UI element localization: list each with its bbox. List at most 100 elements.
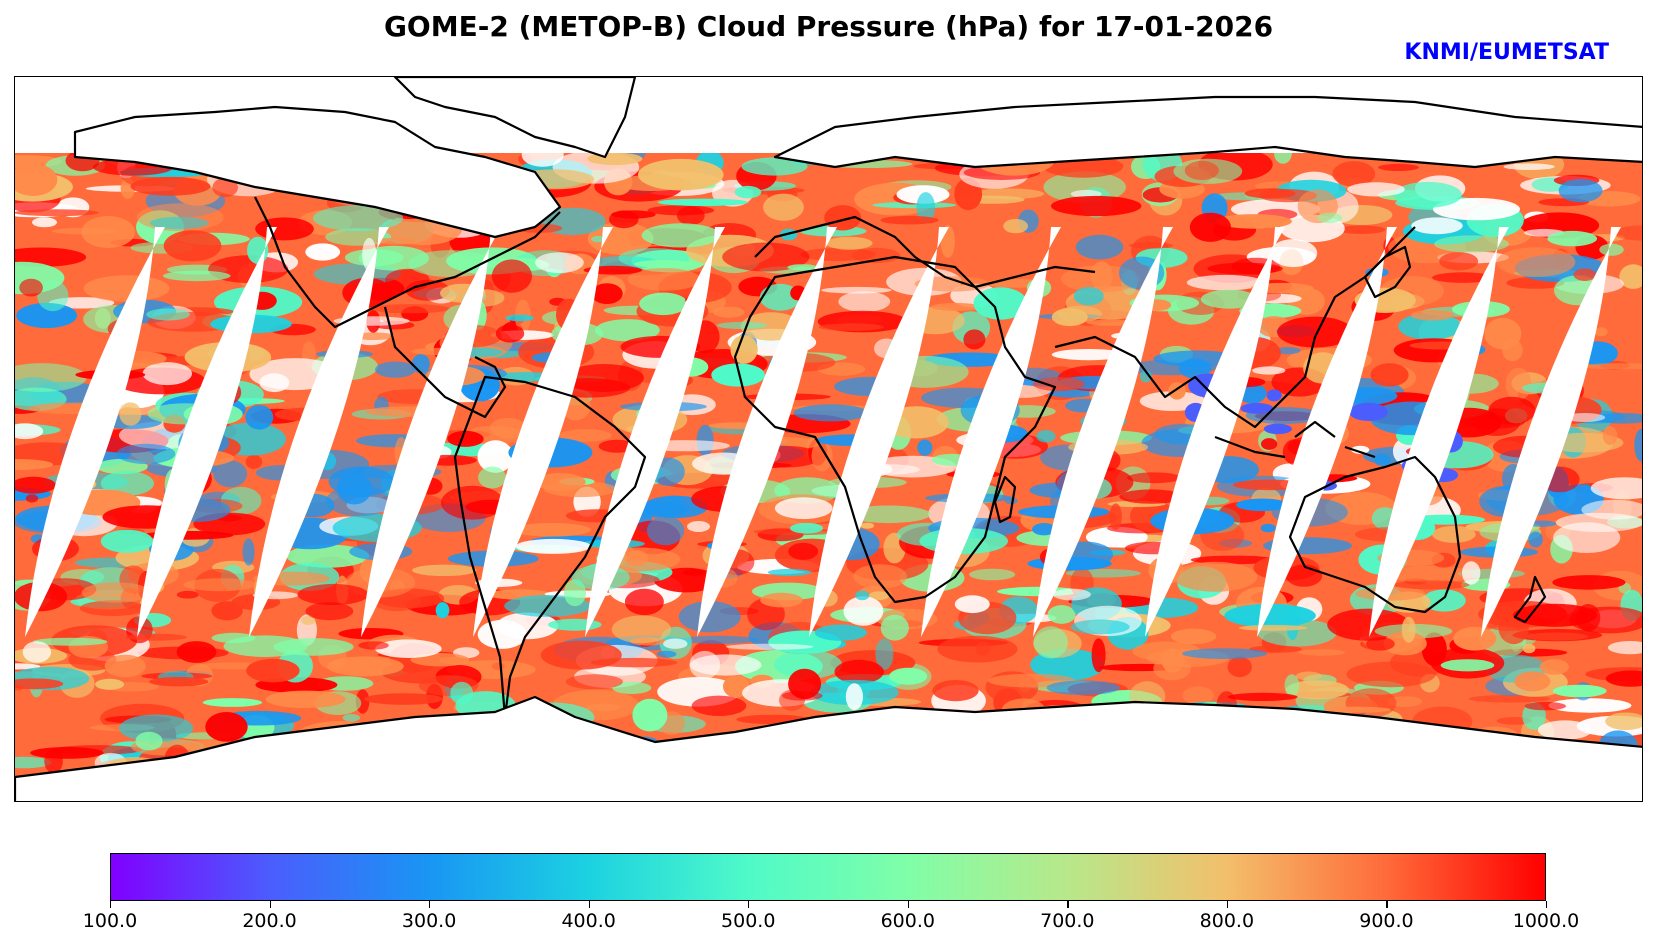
cloud-patch — [1070, 619, 1130, 635]
cloud-patch — [130, 176, 211, 196]
cloud-patch — [676, 206, 705, 226]
cloud-patch — [1522, 643, 1536, 654]
cloud-patch — [1182, 686, 1214, 705]
cloud-patch — [1580, 363, 1642, 370]
cloud-patch — [137, 646, 229, 660]
colorbar-tick-label: 800.0 — [1199, 910, 1255, 932]
high-cloud-patch — [1266, 389, 1282, 402]
cloud-patch — [297, 583, 369, 606]
cloud-patch — [1393, 580, 1470, 590]
cloud-patch — [1366, 637, 1395, 651]
cloud-patch — [1599, 243, 1624, 256]
colorbar-tick-mark — [1067, 901, 1069, 908]
cloud-patch — [1173, 561, 1258, 592]
cloud-patch — [689, 654, 762, 676]
cloud-patch — [611, 615, 672, 644]
cloud-patch — [774, 650, 843, 679]
cloud-patch — [176, 590, 199, 599]
cloud-patch — [265, 690, 346, 708]
cloud-patch — [1401, 616, 1416, 643]
cloud-patch — [183, 578, 258, 592]
cloud-patch — [1003, 218, 1028, 234]
cloud-patch — [973, 287, 1028, 320]
cloud-patch — [824, 205, 862, 231]
cloud-patch — [15, 363, 87, 392]
australia-coast — [1288, 455, 1462, 614]
cloud-patch — [1410, 310, 1454, 321]
colorbar-tick-mark — [1546, 901, 1548, 908]
cloud-patch — [1634, 428, 1642, 462]
colorbar-tick-label: 200.0 — [242, 910, 297, 932]
cloud-patch — [259, 373, 290, 393]
cloud-patch — [1277, 316, 1354, 348]
cloud-patch — [1548, 698, 1632, 713]
cloud-patch — [1453, 626, 1497, 651]
cloud-patch — [860, 522, 875, 529]
cloud-patch — [1537, 720, 1593, 740]
cloud-patch — [774, 497, 833, 520]
cloud-patch — [375, 639, 442, 658]
cloud-patch — [814, 624, 867, 641]
cloud-patch — [1590, 477, 1642, 500]
cloud-patch — [364, 693, 443, 705]
cloud-patch — [119, 714, 194, 742]
cloud-patch — [305, 243, 341, 261]
cloud-patch — [495, 324, 525, 343]
cloud-patch — [646, 515, 685, 546]
cloud-patch — [932, 680, 979, 702]
cloud-patch — [1462, 561, 1481, 585]
cloud-patch — [711, 363, 765, 387]
cloud-patch — [834, 659, 884, 684]
cloud-patch — [1378, 163, 1419, 171]
coastlines — [15, 77, 1642, 801]
cloud-patch — [1238, 624, 1308, 631]
cloud-patch — [22, 641, 52, 663]
cloud-patch — [585, 703, 620, 712]
orbit-gap — [473, 227, 613, 637]
cloud-patch — [255, 217, 314, 241]
cloud-patch — [125, 633, 187, 641]
cloud-patch — [205, 712, 248, 742]
cloud-patch — [1434, 235, 1509, 253]
cloud-patch — [565, 674, 623, 690]
cloud-patch — [116, 443, 176, 464]
cloud-patch — [247, 236, 269, 264]
map-title: GOME-2 (METOP-B) Cloud Pressure (hPa) fo… — [383, 10, 1274, 43]
cloud-patch — [15, 476, 56, 494]
cloud-patch — [914, 276, 990, 292]
cloud-patch — [149, 216, 209, 230]
cloud-patch — [1128, 242, 1174, 249]
cloud-patch — [825, 236, 873, 250]
cloud-patch — [793, 404, 868, 422]
cloud-patch — [853, 564, 907, 589]
cloud-patch — [25, 494, 39, 503]
cloud-patch — [763, 193, 804, 221]
cloud-patch — [246, 658, 300, 683]
north-america-coast — [254, 196, 561, 419]
cloud-patch — [1539, 659, 1570, 675]
cloud-patch — [505, 314, 534, 322]
cloud-patch — [95, 678, 125, 690]
cloud-patch — [954, 595, 990, 614]
cloud-patch — [1345, 688, 1397, 718]
cloud-patch — [880, 215, 939, 225]
cloud-patch — [1046, 680, 1120, 696]
cloud-patch — [1091, 638, 1106, 673]
cloud-patch — [81, 582, 152, 603]
cloud-patch — [19, 278, 43, 297]
cloud-patch — [405, 279, 450, 301]
orbit-gap — [1481, 227, 1621, 637]
cloud-patch — [1496, 247, 1576, 277]
cloud-patch — [489, 417, 527, 439]
cloud-patch — [1227, 656, 1252, 678]
cloud-patch — [1602, 426, 1618, 445]
cloud-patch — [15, 247, 87, 267]
japan-coast — [1363, 245, 1412, 299]
cloud-patch — [1109, 503, 1122, 530]
cloud-patch — [767, 568, 812, 576]
cloud-patch — [1439, 252, 1479, 271]
cloud-patch — [1215, 214, 1292, 229]
map-panel[interactable] — [14, 76, 1643, 802]
orbit-gap — [585, 227, 725, 637]
cloud-patch — [496, 612, 558, 640]
